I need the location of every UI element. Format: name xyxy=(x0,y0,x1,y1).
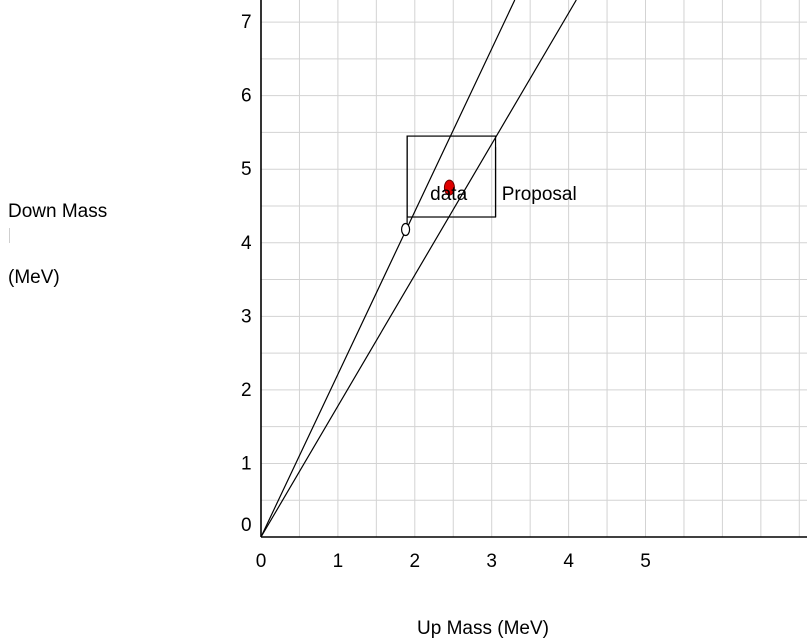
chart-annotations: data Proposal xyxy=(400,135,577,237)
x-tick-label: 2 xyxy=(410,551,421,572)
y-tick-label: 0 xyxy=(241,515,252,536)
annotation-data: data xyxy=(430,184,467,205)
y-axis-label-line-2: (MeV) xyxy=(8,267,60,288)
y-tick-label: 7 xyxy=(241,12,252,33)
y-tick-label: 4 xyxy=(241,233,252,254)
x-tick-label: 1 xyxy=(333,551,344,572)
y-tick-label: 2 xyxy=(241,380,252,401)
data-point xyxy=(443,179,455,196)
chart-tick-labels: 0 1 2 3 4 5 0 1 2 3 4 5 6 7 xyxy=(241,12,651,572)
x-tick-label: 4 xyxy=(563,551,574,572)
x-axis-label: Up Mass (MeV) xyxy=(417,618,549,639)
y-tick-label: 3 xyxy=(241,306,252,327)
x-tick-label: 3 xyxy=(486,551,497,572)
chart-grid xyxy=(261,0,807,537)
y-tick-label: 6 xyxy=(241,86,252,107)
series-line-1 xyxy=(260,0,516,538)
y-tick-label: 5 xyxy=(241,159,252,180)
chart-axes xyxy=(260,0,807,538)
series-line-2 xyxy=(260,0,577,538)
open-marker xyxy=(400,222,411,237)
x-tick-label: 5 xyxy=(640,551,651,572)
annotation-proposal: Proposal xyxy=(502,184,577,205)
y-tick-label: 1 xyxy=(241,453,252,474)
x-tick-label: 0 xyxy=(256,551,267,572)
y-axis-label-line-1: Down Mass xyxy=(8,201,107,222)
chart-series xyxy=(260,0,577,538)
